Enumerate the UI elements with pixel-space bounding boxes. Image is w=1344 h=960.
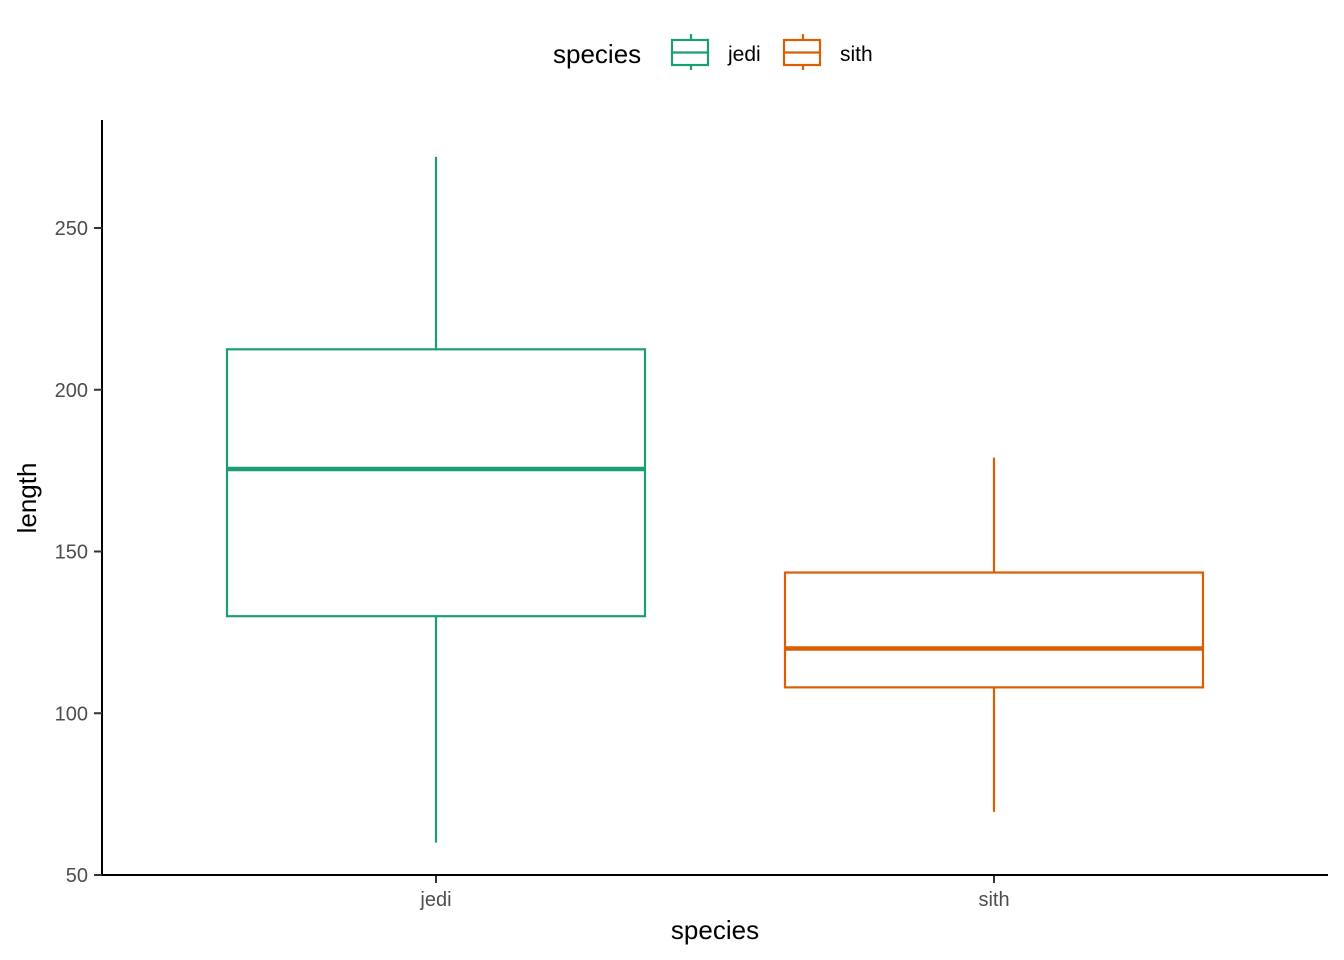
legend-title: species bbox=[553, 39, 641, 69]
y-axis-title: length bbox=[12, 463, 42, 534]
legend-item-sith: sith bbox=[782, 34, 873, 70]
legend-label: sith bbox=[840, 43, 873, 66]
y-tick-label: 50 bbox=[66, 865, 88, 887]
legend: species jedi sith bbox=[553, 34, 873, 70]
x-tick-label: sith bbox=[978, 889, 1009, 911]
y-tick-label: 250 bbox=[55, 218, 88, 240]
x-axis-title: species bbox=[671, 915, 759, 945]
boxes bbox=[225, 156, 1205, 843]
y-tick-label: 200 bbox=[55, 380, 88, 402]
legend-item-jedi: jedi bbox=[670, 34, 761, 70]
y-tick-label: 100 bbox=[55, 703, 88, 725]
y-axis-ticks: 50 100 150 200 250 bbox=[55, 218, 102, 887]
box-iqr bbox=[783, 571, 1205, 689]
box-jedi bbox=[225, 156, 647, 843]
x-tick-label: jedi bbox=[419, 889, 451, 911]
y-tick-label: 150 bbox=[55, 542, 88, 564]
x-axis-ticks: jedi sith bbox=[419, 876, 1010, 911]
box-iqr bbox=[225, 348, 647, 618]
box-sith bbox=[783, 457, 1205, 812]
legend-label: jedi bbox=[727, 43, 761, 66]
